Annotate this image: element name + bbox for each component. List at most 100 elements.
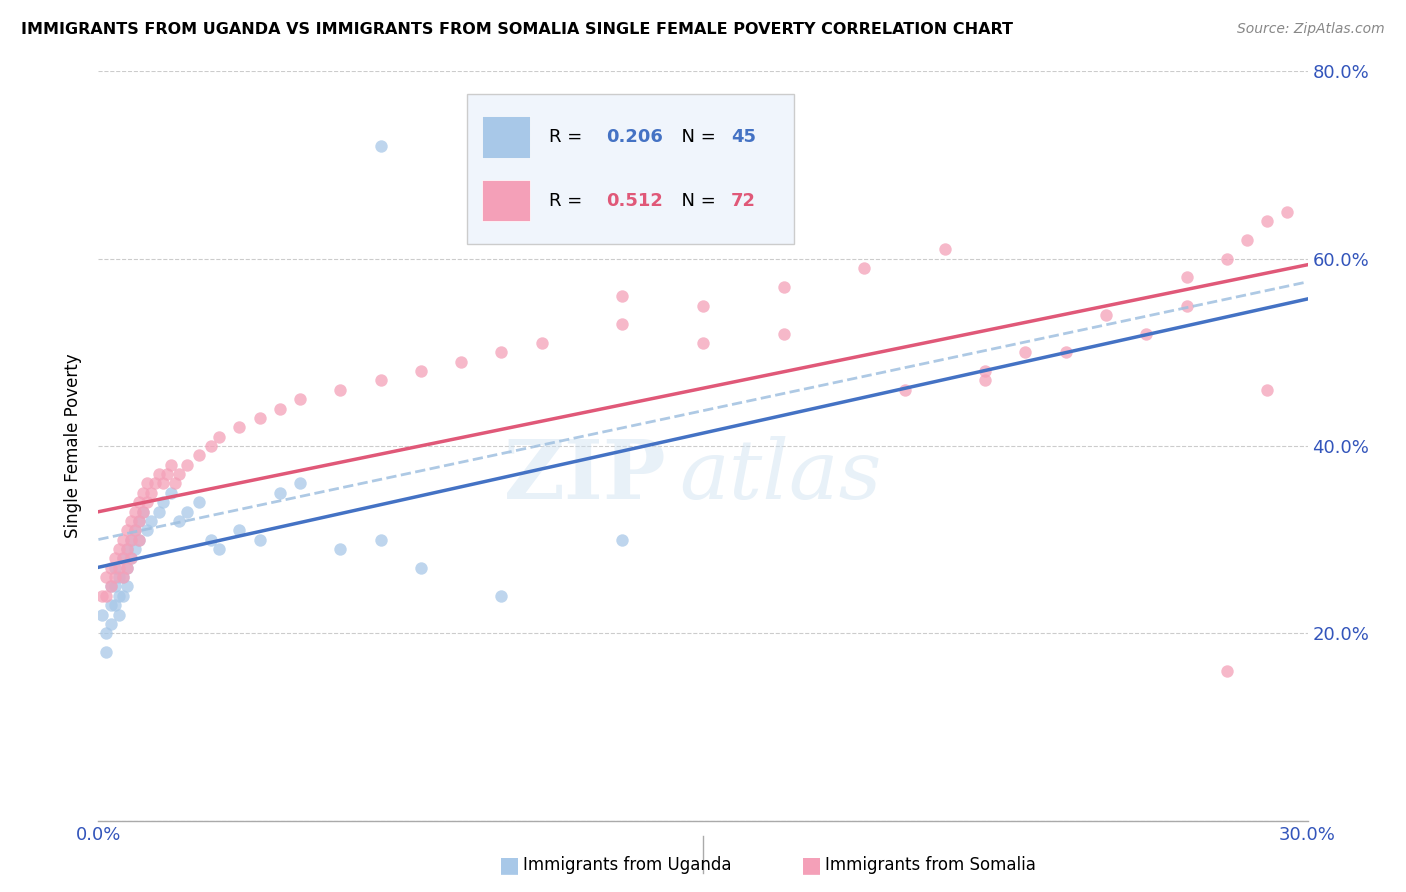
Point	[135, 495, 157, 509]
Point	[124, 524, 146, 538]
Point	[370, 533, 392, 547]
Point	[128, 495, 150, 509]
Point	[128, 514, 150, 528]
Point	[1095, 308, 1118, 322]
Point	[107, 561, 129, 575]
Point	[100, 561, 122, 575]
Point	[124, 542, 146, 557]
Point	[96, 645, 118, 659]
Point	[132, 505, 155, 519]
Text: ■: ■	[499, 855, 520, 875]
Point	[120, 514, 142, 528]
Point	[124, 524, 146, 538]
Point	[1135, 326, 1157, 341]
Point	[1014, 345, 1036, 359]
Point	[107, 542, 129, 557]
Text: Immigrants from Uganda: Immigrants from Uganda	[523, 856, 731, 874]
Point	[111, 570, 134, 584]
Text: 0.512: 0.512	[606, 192, 664, 210]
Text: IMMIGRANTS FROM UGANDA VS IMMIGRANTS FROM SOMALIA SINGLE FEMALE POVERTY CORRELAT: IMMIGRANTS FROM UGANDA VS IMMIGRANTS FRO…	[21, 22, 1014, 37]
Point	[132, 505, 155, 519]
Point	[1256, 214, 1278, 228]
Point	[100, 599, 122, 613]
Point	[132, 486, 155, 500]
Point	[135, 476, 157, 491]
Point	[288, 392, 311, 407]
Text: atlas: atlas	[679, 436, 882, 516]
Point	[96, 570, 118, 584]
Point	[115, 542, 138, 557]
Point	[100, 617, 122, 632]
Point	[1175, 270, 1198, 285]
Point	[974, 364, 997, 378]
Point	[120, 533, 142, 547]
Point	[1216, 252, 1239, 266]
Point	[176, 458, 198, 472]
Point	[208, 430, 231, 444]
Text: N =: N =	[671, 192, 721, 210]
Point	[91, 589, 114, 603]
Point	[409, 561, 432, 575]
Point	[692, 336, 714, 351]
Point	[160, 486, 183, 500]
Point	[772, 280, 794, 294]
Point	[612, 289, 634, 303]
Point	[107, 570, 129, 584]
Point	[91, 607, 114, 622]
Point	[491, 345, 513, 359]
Text: N =: N =	[671, 128, 721, 146]
Point	[139, 514, 162, 528]
Point	[111, 570, 134, 584]
Point	[120, 551, 142, 566]
Point	[100, 580, 122, 594]
Point	[103, 580, 125, 594]
Point	[167, 514, 190, 528]
Point	[111, 551, 134, 566]
Point	[188, 449, 211, 463]
Point	[853, 261, 876, 276]
Point	[107, 607, 129, 622]
Point	[103, 570, 125, 584]
Point	[152, 495, 174, 509]
Point	[450, 355, 472, 369]
Point	[208, 542, 231, 557]
Point	[115, 580, 138, 594]
Point	[143, 476, 166, 491]
Point	[612, 533, 634, 547]
Point	[228, 420, 250, 434]
Point	[128, 533, 150, 547]
Point	[167, 467, 190, 482]
Text: Immigrants from Somalia: Immigrants from Somalia	[825, 856, 1036, 874]
Point	[249, 411, 271, 425]
Point	[103, 599, 125, 613]
Point	[115, 542, 138, 557]
Point	[176, 505, 198, 519]
Text: R =: R =	[550, 128, 589, 146]
Point	[893, 383, 915, 397]
Point	[491, 589, 513, 603]
Point	[103, 561, 125, 575]
Point	[120, 533, 142, 547]
Point	[163, 476, 186, 491]
Point	[409, 364, 432, 378]
Point	[329, 383, 352, 397]
Point	[200, 533, 222, 547]
FancyBboxPatch shape	[467, 94, 793, 244]
Point	[288, 476, 311, 491]
Point	[96, 589, 118, 603]
Point	[115, 561, 138, 575]
Point	[249, 533, 271, 547]
Y-axis label: Single Female Poverty: Single Female Poverty	[65, 354, 83, 538]
Point	[1236, 233, 1258, 247]
Point	[228, 524, 250, 538]
Point	[1277, 205, 1299, 219]
Point	[974, 374, 997, 388]
Text: 45: 45	[731, 128, 756, 146]
Text: 72: 72	[731, 192, 756, 210]
Point	[120, 551, 142, 566]
Point	[329, 542, 352, 557]
FancyBboxPatch shape	[482, 180, 530, 221]
Point	[111, 589, 134, 603]
Point	[188, 495, 211, 509]
Text: ZIP: ZIP	[505, 436, 666, 516]
